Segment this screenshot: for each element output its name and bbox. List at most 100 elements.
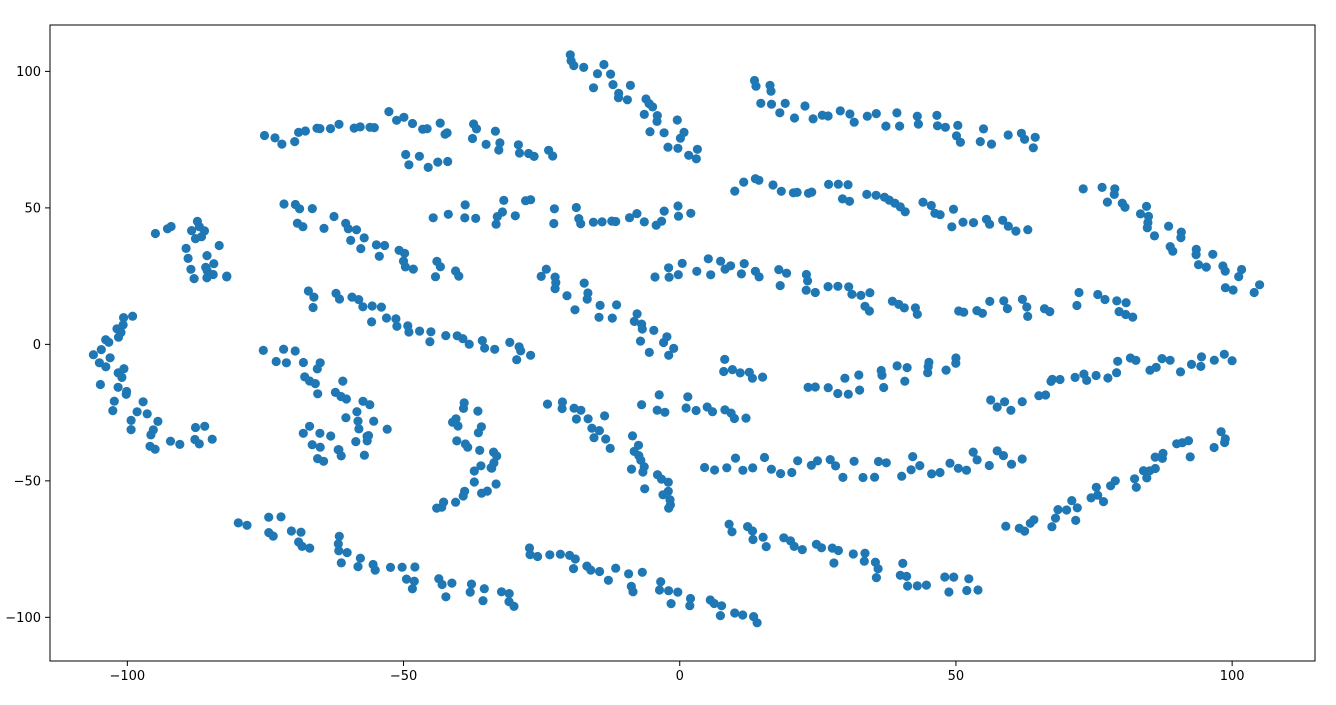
data-point [984, 460, 994, 471]
data-point [464, 339, 474, 349]
data-point [298, 357, 308, 368]
data-point [761, 542, 771, 552]
data-point [443, 156, 453, 167]
data-point [624, 569, 634, 579]
data-point [892, 361, 902, 371]
data-point [985, 219, 995, 229]
data-point [685, 601, 695, 611]
data-point [326, 431, 336, 441]
data-point [624, 213, 635, 223]
data-point [862, 189, 872, 199]
data-point [104, 337, 114, 347]
data-point [741, 413, 751, 423]
data-point [908, 452, 918, 462]
data-point [902, 363, 912, 373]
data-point [837, 194, 848, 204]
data-point [595, 566, 605, 577]
data-point [639, 217, 649, 227]
data-point [726, 261, 736, 271]
data-point [259, 130, 270, 141]
data-point [525, 550, 535, 560]
data-point [463, 442, 473, 452]
data-point [895, 121, 905, 131]
data-point [599, 59, 609, 70]
data-point [683, 392, 693, 402]
data-point [810, 287, 820, 298]
data-point [629, 316, 639, 326]
data-point [612, 300, 622, 310]
data-point [1216, 427, 1226, 437]
data-point [663, 477, 673, 487]
data-point [738, 465, 748, 475]
data-point [1142, 473, 1152, 483]
data-point [964, 574, 974, 584]
data-point [541, 264, 551, 274]
data-point [730, 186, 740, 196]
data-point [529, 151, 539, 161]
data-point [727, 365, 738, 375]
data-point [369, 123, 379, 133]
data-point [309, 292, 319, 302]
data-point [871, 573, 882, 583]
data-point [650, 272, 660, 282]
data-point [1168, 246, 1178, 256]
data-point [724, 519, 734, 529]
data-point [782, 268, 792, 278]
data-point [352, 407, 362, 417]
data-point [207, 434, 217, 444]
data-point [738, 610, 748, 620]
data-point [557, 397, 568, 407]
data-point [1255, 280, 1265, 290]
data-point [1091, 482, 1101, 492]
data-point [189, 274, 199, 284]
data-point [512, 355, 522, 365]
data-point [1097, 182, 1107, 192]
data-point [351, 437, 361, 447]
data-point [126, 425, 136, 435]
data-point [953, 463, 963, 473]
data-point [410, 562, 420, 572]
data-point [801, 285, 811, 295]
data-point [277, 139, 287, 149]
data-point [628, 587, 638, 597]
data-point [526, 350, 536, 360]
data-point [940, 122, 951, 132]
data-point [831, 461, 841, 471]
data-point [606, 69, 616, 79]
data-point [496, 587, 507, 597]
data-point [550, 284, 560, 294]
data-point [673, 587, 683, 597]
data-point [913, 119, 924, 129]
data-point [435, 262, 445, 272]
data-point [490, 344, 500, 354]
data-point [290, 137, 300, 147]
data-point [555, 549, 566, 559]
data-point [399, 112, 409, 122]
data-point [1219, 349, 1229, 359]
data-point [608, 80, 618, 90]
y-tick-label: 100 [16, 65, 41, 80]
data-point [1142, 223, 1152, 233]
data-point [426, 327, 436, 337]
data-point [833, 179, 843, 189]
data-point [747, 526, 758, 536]
data-point [657, 216, 667, 226]
data-point [407, 118, 418, 129]
data-point [915, 461, 925, 471]
data-point [664, 263, 674, 273]
data-point [932, 121, 943, 131]
data-point [873, 564, 883, 574]
data-point [279, 344, 289, 354]
data-point [873, 456, 884, 467]
data-point [881, 458, 891, 468]
data-point [1196, 352, 1207, 362]
data-point [729, 413, 740, 424]
data-point [312, 364, 322, 374]
data-point [428, 213, 438, 223]
data-point [1074, 287, 1084, 298]
data-point [150, 444, 160, 454]
data-point [1131, 482, 1141, 492]
data-point [367, 301, 377, 311]
data-point [1220, 266, 1230, 276]
data-point [1001, 521, 1011, 531]
